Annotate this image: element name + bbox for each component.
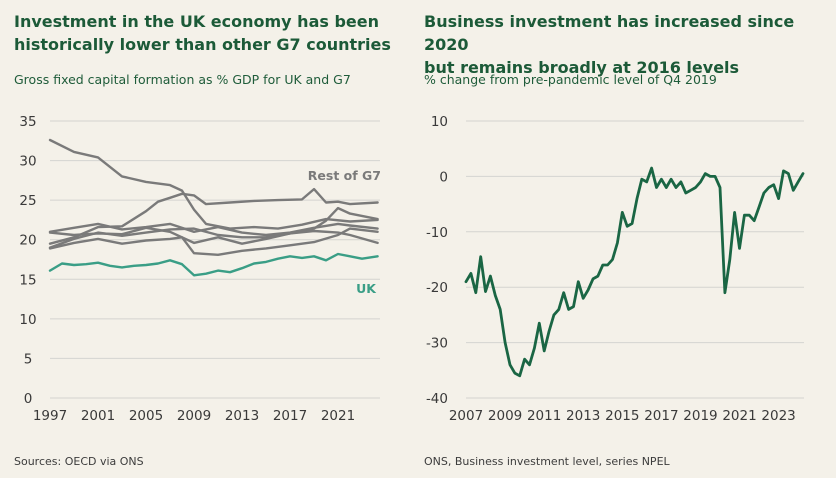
business-investment-line — [464, 166, 805, 378]
y-tick-label: 10 — [19, 312, 36, 328]
x-tick-label: 2009 — [177, 408, 211, 424]
y-tick-label: 0 — [24, 391, 33, 407]
x-tick-label: 2011 — [527, 408, 561, 424]
y-tick-label: 30 — [19, 154, 36, 170]
x-tick-label: 2015 — [605, 408, 639, 424]
x-tick-label: 2013 — [225, 408, 259, 424]
x-tick-label: 2007 — [449, 408, 483, 424]
g7-country-line-2 — [48, 187, 379, 245]
x-tick-label: 2017 — [273, 408, 307, 424]
left-chart-panel: Investment in the UK economy has been hi… — [0, 0, 410, 478]
y-tick-label: 25 — [19, 193, 36, 209]
y-tick-label: 20 — [19, 233, 36, 249]
y-tick-label: 15 — [19, 272, 36, 288]
right-chart-source: ONS, Business investment level, series N… — [424, 455, 670, 468]
left-chart-source: Sources: OECD via ONS — [14, 455, 144, 468]
right-title-line-1: Business investment has increased since … — [424, 12, 795, 54]
right-chart-subtitle: % change from pre-pandemic level of Q4 2… — [424, 72, 717, 87]
y-tick-label: 0 — [439, 169, 448, 185]
x-tick-label: 1997 — [33, 408, 67, 424]
y-tick-label: -40 — [426, 391, 448, 407]
uk-label: UK — [356, 281, 377, 296]
x-tick-label: 2021 — [722, 408, 756, 424]
right-title-line-2: but remains broadly at 2016 levels — [424, 58, 740, 77]
y-tick-label: 5 — [24, 351, 33, 367]
g7-country-line-5 — [48, 227, 379, 256]
x-tick-label: 2021 — [321, 408, 355, 424]
uk-series-line — [48, 252, 379, 277]
x-tick-label: 2005 — [129, 408, 163, 424]
left-line-chart: 0 5 10 15 20 25 30 35 1997 2001 2005 2009 2013 2017 20… — [19, 114, 381, 424]
x-tick-label: 2023 — [761, 408, 795, 424]
right-line-chart: -40 -30 -20 -10 0 10 2007 2009 2011 2013 2015 2017 2… — [426, 114, 805, 424]
rest-of-g7-label: Rest of G7 — [308, 168, 381, 183]
x-tick-label: 2013 — [566, 408, 600, 424]
x-tick-label: 2009 — [488, 408, 522, 424]
y-tick-label: -30 — [426, 336, 448, 352]
y-tick-label: 10 — [431, 114, 448, 130]
y-tick-label: -20 — [426, 280, 448, 296]
left-title-line-2: historically lower than other G7 countri… — [14, 35, 391, 54]
left-chart-subtitle: Gross fixed capital formation as % GDP f… — [14, 72, 351, 87]
left-title-line-1: Investment in the UK economy has been — [14, 12, 380, 31]
right-chart-title: Business investment has increased since … — [424, 10, 824, 79]
g7-country-line-4 — [48, 222, 379, 237]
y-tick-label: -10 — [426, 225, 448, 241]
y-tick-label: 35 — [19, 114, 36, 130]
right-chart-panel: Business investment has increased since … — [418, 0, 836, 478]
g7-country-line-1 — [48, 138, 379, 230]
x-tick-label: 2001 — [81, 408, 115, 424]
x-tick-label: 2019 — [683, 408, 717, 424]
g7-country-line-6 — [48, 226, 379, 245]
left-chart-title: Investment in the UK economy has been hi… — [14, 10, 414, 56]
x-tick-label: 2017 — [644, 408, 678, 424]
